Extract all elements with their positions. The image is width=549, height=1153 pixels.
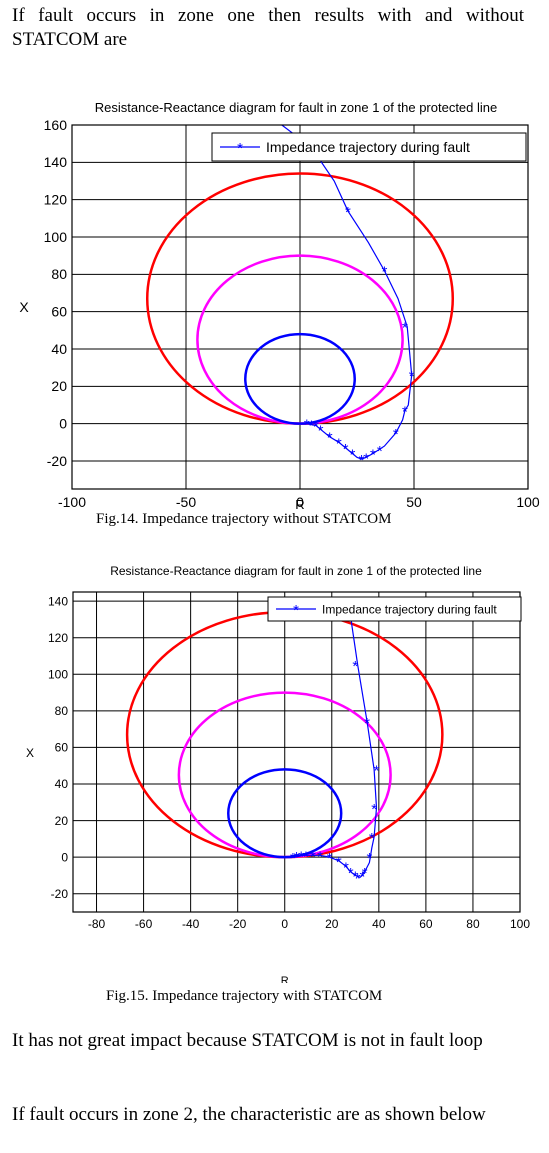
- legend-box: [211, 132, 527, 162]
- trajectory-marker: *: [393, 426, 399, 443]
- trajectory-marker: *: [294, 849, 300, 866]
- trajectory-marker: *: [359, 868, 365, 885]
- trajectory-marker: *: [310, 848, 316, 865]
- trajectory-marker: *: [350, 447, 356, 464]
- y-tick-label: 20: [51, 378, 67, 394]
- x-tick-label: 20: [325, 917, 339, 931]
- trajectory-marker: *: [290, 850, 296, 867]
- trajectory-marker: *: [377, 443, 383, 460]
- y-tick-label: 140: [44, 154, 68, 170]
- figure-14-caption: Fig.14. Impedance trajectory without STA…: [96, 511, 392, 527]
- y-tick-label: 140: [48, 594, 68, 608]
- y-tick-label: 40: [51, 341, 67, 357]
- trajectory-marker: *: [318, 422, 324, 439]
- y-tick-label: 40: [55, 777, 69, 791]
- characteristic-circle-2: [227, 768, 343, 859]
- x-tick-label: 0: [296, 494, 304, 510]
- legend-marker: *: [237, 140, 243, 157]
- figure-15-caption: Fig.15. Impedance trajectory with STATCO…: [106, 988, 383, 1004]
- chart-title: Resistance-Reactance diagram for fault i…: [110, 564, 482, 578]
- y-tick-label: 60: [51, 304, 67, 320]
- trajectory-marker: *: [402, 320, 408, 337]
- x-tick-label: 80: [466, 917, 480, 931]
- plot-frame: [72, 591, 521, 913]
- y-tick-label: 20: [55, 814, 69, 828]
- trajectory-marker: *: [343, 441, 349, 458]
- trajectory-marker: *: [327, 850, 333, 867]
- legend-label: Impedance trajectory during fault: [266, 139, 470, 155]
- x-tick-label: 50: [406, 494, 422, 510]
- figure-14-chart: Resistance-Reactance diagram for fault i…: [19, 100, 540, 510]
- y-tick-label: 100: [44, 229, 68, 245]
- y-tick-label: 100: [48, 667, 68, 681]
- x-tick-label: 100: [510, 917, 530, 931]
- y-tick-label: 80: [55, 704, 69, 718]
- trajectory-marker: *: [304, 417, 310, 434]
- impedance-trajectory-line: [292, 601, 378, 878]
- y-tick-label: 60: [55, 741, 69, 755]
- trajectory-marker: *: [364, 715, 370, 732]
- x-tick-label: 100: [516, 494, 540, 510]
- trajectory-marker: *: [402, 404, 408, 421]
- trajectory-marker: *: [359, 452, 365, 469]
- plot-area: ******************: [145, 125, 455, 469]
- trajectory-marker: *: [374, 762, 380, 779]
- trajectory-marker: *: [345, 204, 351, 221]
- trajectory-marker: *: [336, 435, 342, 452]
- y-tick-label: 0: [61, 850, 68, 864]
- x-tick-label: 60: [419, 917, 433, 931]
- trajectory-marker: *: [313, 419, 319, 436]
- y-tick-label: 160: [44, 117, 68, 133]
- trajectory-marker: *: [355, 870, 361, 887]
- impedance-trajectory-line: [281, 125, 413, 460]
- trajectory-marker: *: [369, 830, 375, 847]
- trajectory-marker: *: [352, 658, 358, 675]
- trajectory-marker: *: [348, 865, 354, 882]
- x-tick-label: -40: [182, 917, 200, 931]
- trajectory-marker: *: [362, 865, 368, 882]
- x-tick-label: 40: [372, 917, 386, 931]
- y-tick-label: 0: [59, 416, 67, 432]
- paragraph-impact: It has not great impact because STATCOM …: [12, 1030, 483, 1051]
- trajectory-marker: *: [327, 430, 333, 447]
- paragraph-intro: If fault occurs in zone one then results…: [12, 5, 524, 50]
- trajectory-marker: *: [371, 801, 377, 818]
- y-tick-label: 120: [48, 631, 68, 645]
- y-axis-label: X: [19, 299, 29, 315]
- trajectory-marker: *: [317, 848, 323, 865]
- trajectory-marker: *: [343, 859, 349, 876]
- trajectory-marker: *: [352, 868, 358, 885]
- legend-marker: *: [293, 602, 299, 619]
- trajectory-marker: *: [381, 264, 387, 281]
- x-tick-label: -60: [135, 917, 153, 931]
- characteristic-circle-2: [244, 332, 356, 425]
- x-tick-label: -80: [88, 917, 106, 931]
- plot-area: ********************: [125, 601, 444, 887]
- trajectory-marker: *: [370, 447, 376, 464]
- x-tick-label: -50: [176, 494, 196, 510]
- trajectory-marker: *: [367, 850, 373, 867]
- trajectory-marker: *: [303, 848, 309, 865]
- y-axis-label: X: [26, 746, 34, 760]
- figure-15-chart: Resistance-Reactance diagram for fault i…: [26, 564, 530, 983]
- x-axis-label: R: [281, 975, 289, 983]
- legend-label: Impedance trajectory during fault: [322, 602, 497, 616]
- y-tick-label: 120: [44, 192, 68, 208]
- x-axis-label: R: [295, 497, 304, 510]
- y-tick-label: 80: [51, 266, 67, 282]
- trajectory-marker: *: [336, 854, 342, 871]
- x-tick-label: 0: [281, 917, 288, 931]
- y-tick-label: -20: [51, 887, 69, 901]
- trajectory-marker: *: [363, 450, 369, 467]
- trajectory-marker: *: [409, 368, 415, 385]
- trajectory-marker: *: [298, 848, 304, 865]
- x-tick-label: -20: [229, 917, 247, 931]
- paragraph-zone2: If fault occurs in zone 2, the character…: [12, 1104, 486, 1125]
- x-tick-label: -100: [58, 494, 86, 510]
- plot-frame: [71, 124, 529, 490]
- y-tick-label: -20: [47, 453, 67, 469]
- chart-title: Resistance-Reactance diagram for fault i…: [95, 100, 498, 115]
- trajectory-marker: *: [308, 418, 314, 435]
